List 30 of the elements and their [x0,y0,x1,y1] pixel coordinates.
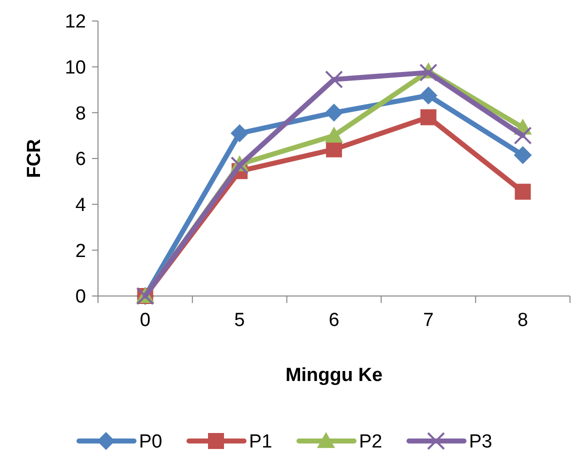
x-tick-label: 8 [518,310,528,331]
legend-label: P2 [359,432,382,453]
point [419,64,438,82]
x-tick-label: 5 [234,310,245,331]
point [230,124,249,142]
x-tick-label: 0 [140,310,150,331]
point [514,184,531,200]
y-tick-label: 8 [75,103,86,124]
y-tick-label: 4 [75,194,86,216]
point [514,146,532,164]
legend-label: P0 [139,432,162,453]
point [420,109,436,126]
y-axis-title: FCR [24,138,45,178]
point [419,86,438,104]
y-tick-label: 0 [75,286,86,308]
y-tick-label: 6 [75,149,86,170]
point [326,141,342,158]
point [325,70,343,88]
point [230,156,249,174]
point [325,126,343,143]
x-tick-label: 7 [423,310,434,331]
x-axis-title: Minggu Ke [285,365,383,386]
point [325,104,343,122]
y-tick-label: 2 [75,240,86,262]
legend-label: P1 [249,432,272,453]
y-tick-label: 10 [64,57,86,78]
x-tick-label: 6 [328,310,340,331]
point [514,126,532,145]
legend-label: P3 [469,432,492,453]
y-tick-label: 12 [64,12,86,33]
